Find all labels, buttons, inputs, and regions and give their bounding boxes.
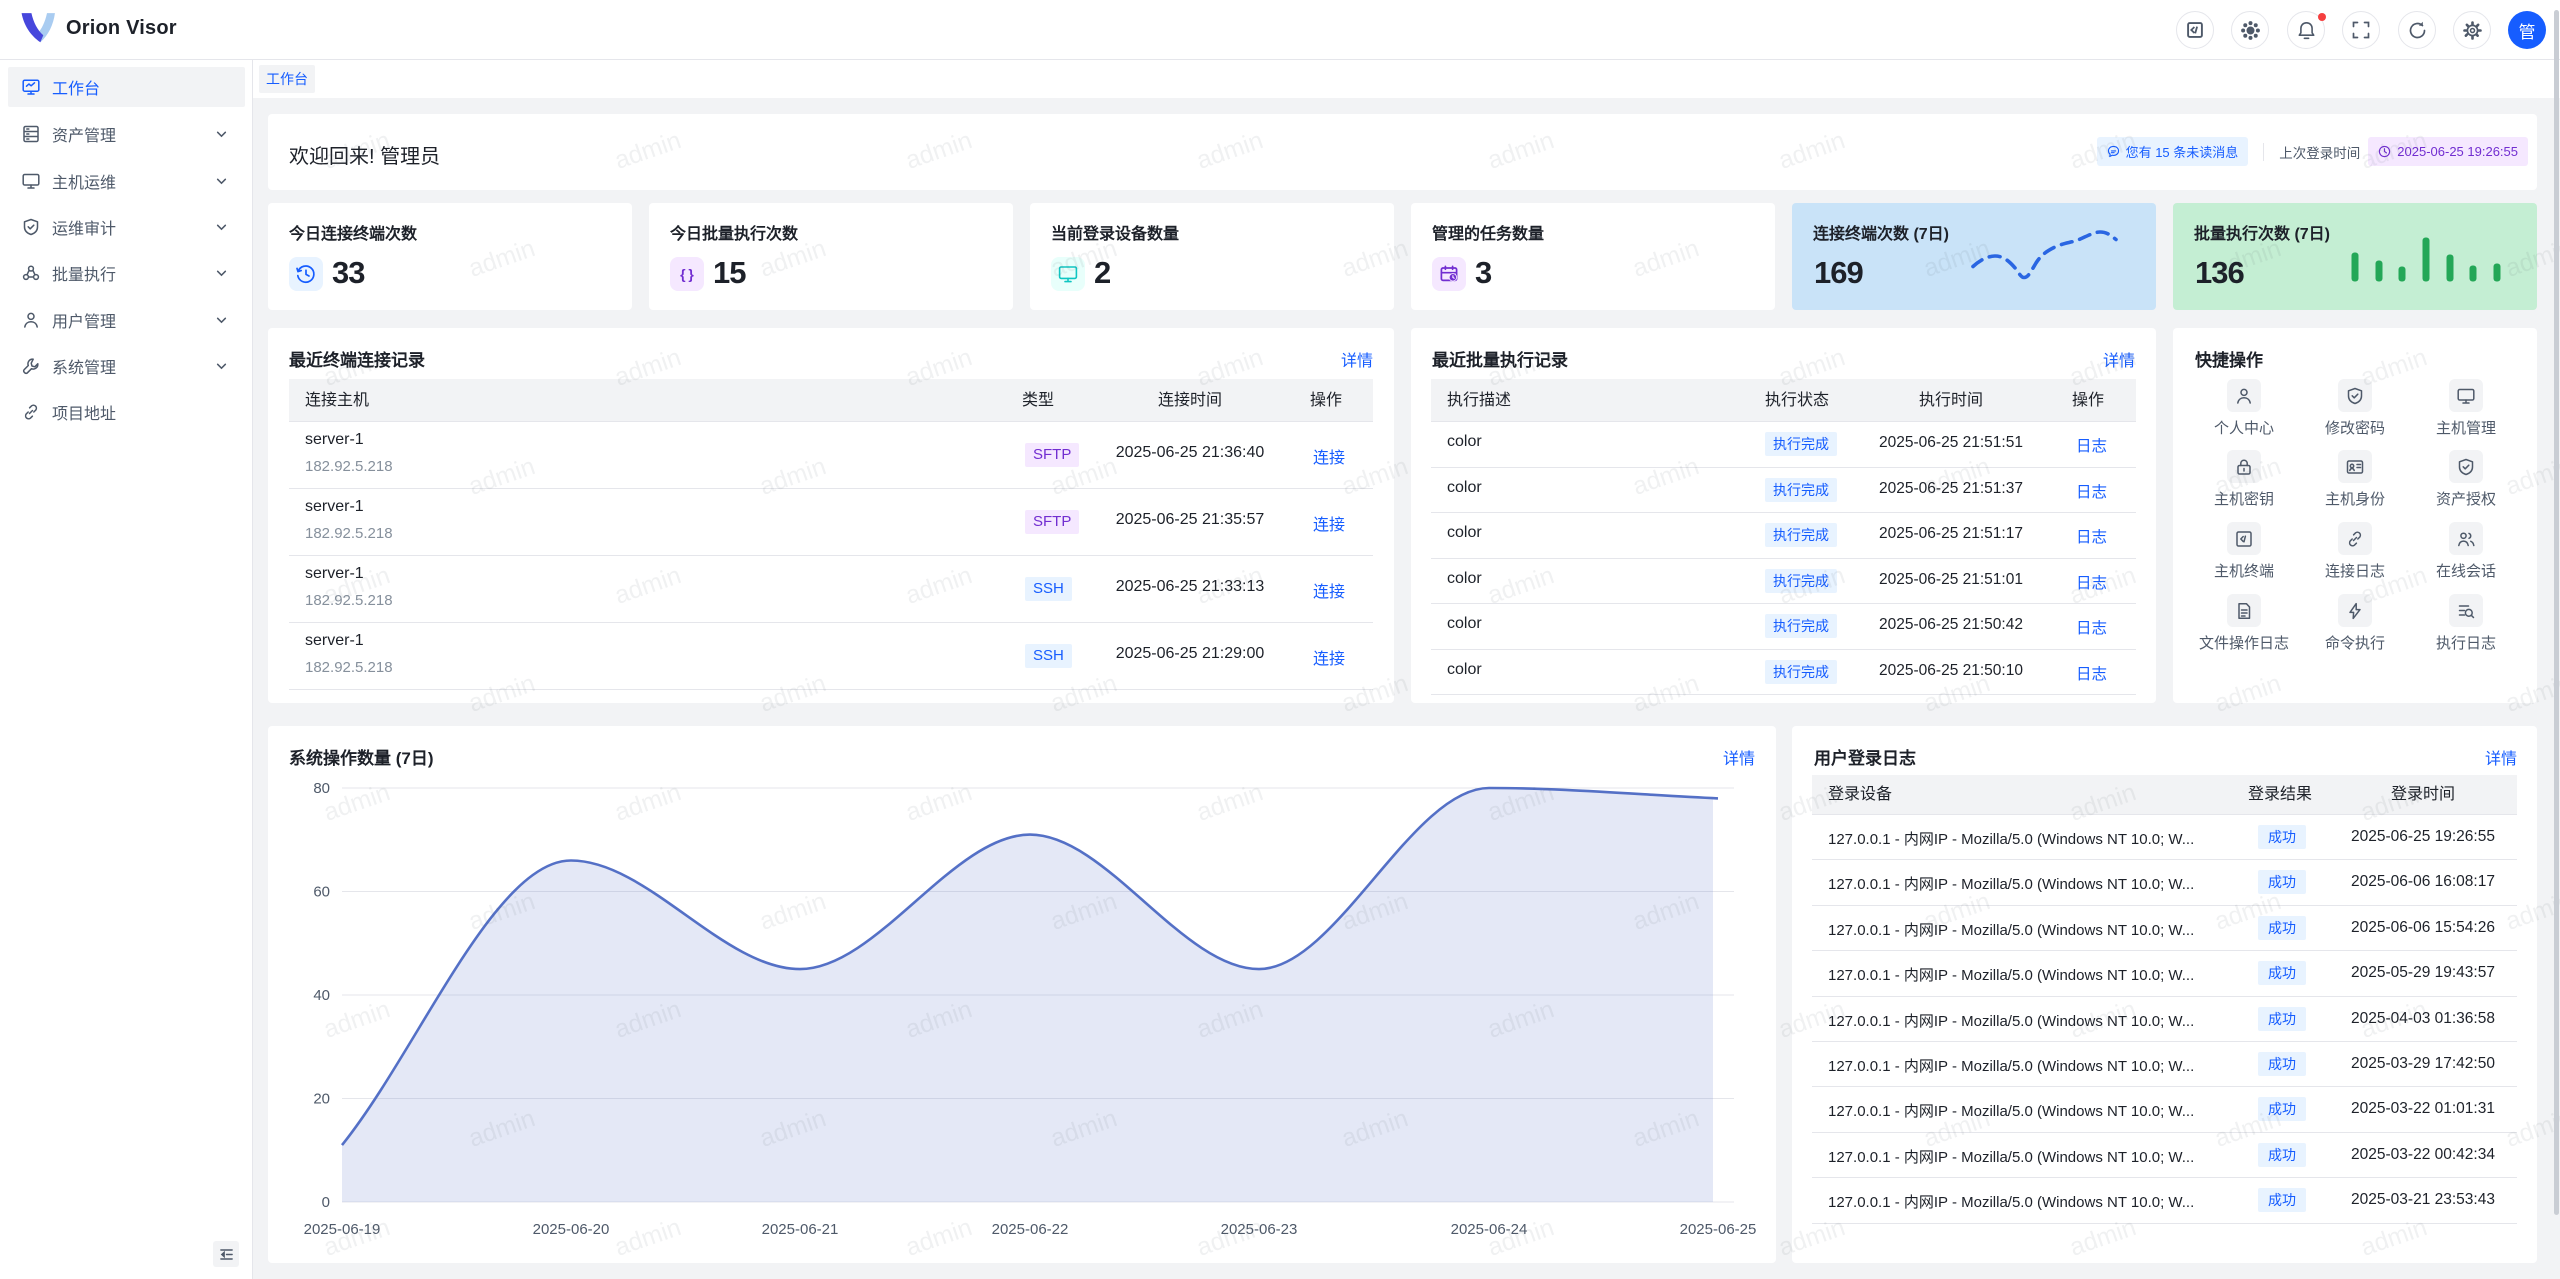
svg-text:2025-06-19: 2025-06-19 <box>304 1221 381 1238</box>
svg-text:80: 80 <box>313 780 330 797</box>
svg-text:2025-06-22: 2025-06-22 <box>992 1221 1069 1238</box>
svg-text:60: 60 <box>313 884 330 901</box>
svg-text:2025-06-25: 2025-06-25 <box>1680 1221 1757 1238</box>
svg-text:2025-06-23: 2025-06-23 <box>1221 1221 1298 1238</box>
svg-text:2025-06-20: 2025-06-20 <box>533 1221 610 1238</box>
svg-text:0: 0 <box>322 1194 330 1211</box>
svg-text:2025-06-21: 2025-06-21 <box>762 1221 839 1238</box>
svg-text:2025-06-24: 2025-06-24 <box>1451 1221 1528 1238</box>
svg-text:40: 40 <box>313 987 330 1004</box>
svg-text:20: 20 <box>313 1091 330 1108</box>
